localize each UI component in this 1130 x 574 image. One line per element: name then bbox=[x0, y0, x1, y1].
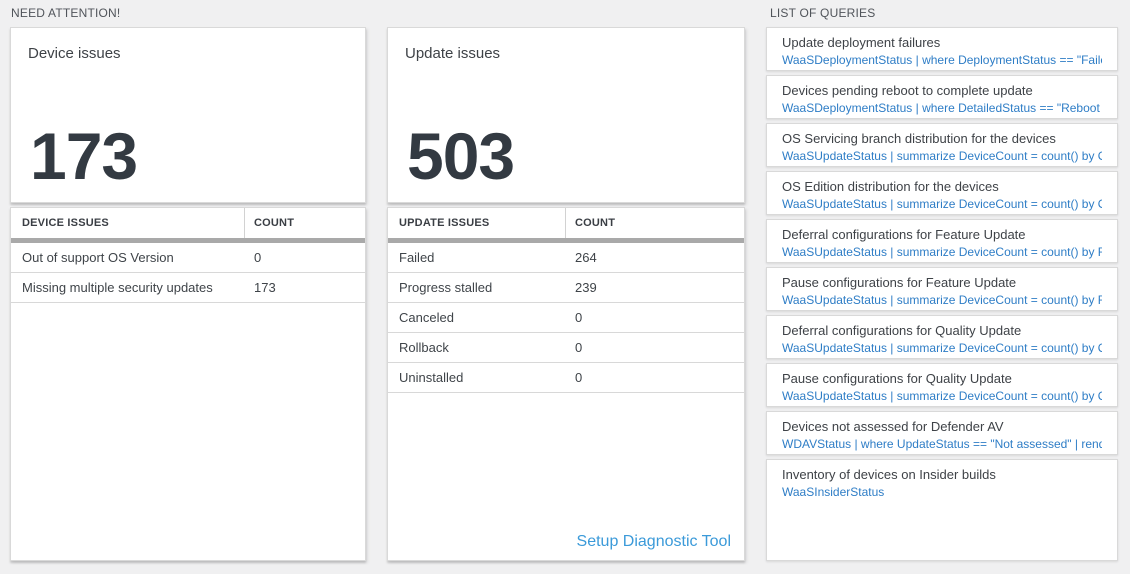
table-row[interactable]: Failed 264 bbox=[388, 243, 744, 273]
row-count: 0 bbox=[254, 250, 262, 265]
device-issues-header-count: COUNT bbox=[254, 217, 295, 229]
query-title: Devices not assessed for Defender AV bbox=[782, 419, 1004, 434]
update-issues-count: 503 bbox=[407, 119, 515, 193]
device-issues-table-header: DEVICE ISSUES COUNT bbox=[11, 208, 365, 238]
query-text: WaaSDeploymentStatus | where DetailedSta… bbox=[782, 101, 1102, 115]
row-count: 239 bbox=[575, 280, 597, 295]
query-text: WaaSUpdateStatus | summarize DeviceCount… bbox=[782, 149, 1102, 163]
update-issues-tile[interactable]: Update issues 503 bbox=[387, 27, 745, 203]
query-title: Pause configurations for Feature Update bbox=[782, 275, 1017, 290]
update-issues-header-label: UPDATE ISSUES bbox=[388, 208, 566, 238]
table-row[interactable]: Out of support OS Version 0 bbox=[11, 243, 365, 273]
table-row[interactable]: Canceled 0 bbox=[388, 303, 744, 333]
query-title: Inventory of devices on Insider builds bbox=[782, 467, 996, 482]
device-issues-tile[interactable]: Device issues 173 bbox=[10, 27, 366, 203]
row-count: 264 bbox=[575, 250, 597, 265]
device-issues-table: DEVICE ISSUES COUNT Out of support OS Ve… bbox=[10, 207, 366, 561]
device-issues-count: 173 bbox=[30, 119, 138, 193]
query-item-deferral-quality-update[interactable]: Deferral configurations for Quality Upda… bbox=[766, 315, 1118, 359]
query-item-insider-builds-inventory[interactable]: Inventory of devices on Insider builds W… bbox=[766, 459, 1118, 561]
query-title: Devices pending reboot to complete updat… bbox=[782, 83, 1033, 98]
row-count: 173 bbox=[254, 280, 276, 295]
row-label: Uninstalled bbox=[399, 370, 464, 385]
list-of-queries-panel: Update deployment failures WaaSDeploymen… bbox=[766, 27, 1118, 561]
update-issues-table: UPDATE ISSUES COUNT Failed 264 Progress … bbox=[387, 207, 745, 561]
device-issues-title: Device issues bbox=[28, 45, 121, 62]
row-label: Progress stalled bbox=[399, 280, 493, 295]
row-label: Missing multiple security updates bbox=[22, 280, 213, 295]
query-title: OS Servicing branch distribution for the… bbox=[782, 131, 1056, 146]
row-label: Rollback bbox=[399, 340, 449, 355]
update-issues-header-count: COUNT bbox=[575, 217, 616, 229]
query-item-devices-pending-reboot[interactable]: Devices pending reboot to complete updat… bbox=[766, 75, 1118, 119]
query-text: WaaSDeploymentStatus | where DeploymentS… bbox=[782, 53, 1102, 67]
table-row[interactable]: Progress stalled 239 bbox=[388, 273, 744, 303]
row-label: Canceled bbox=[399, 310, 454, 325]
query-item-os-edition-distribution[interactable]: OS Edition distribution for the devices … bbox=[766, 171, 1118, 215]
query-title: Update deployment failures bbox=[782, 35, 941, 50]
query-text: WaaSUpdateStatus | summarize DeviceCount… bbox=[782, 293, 1102, 307]
table-scrollbar bbox=[388, 238, 744, 243]
need-attention-section-label: NEED ATTENTION! bbox=[11, 6, 121, 20]
query-title: Deferral configurations for Feature Upda… bbox=[782, 227, 1026, 242]
query-item-deferral-feature-update[interactable]: Deferral configurations for Feature Upda… bbox=[766, 219, 1118, 263]
update-issues-table-header: UPDATE ISSUES COUNT bbox=[388, 208, 744, 238]
table-row[interactable]: Missing multiple security updates 173 bbox=[11, 273, 365, 303]
row-count: 0 bbox=[575, 340, 583, 355]
query-text: WaaSUpdateStatus | summarize DeviceCount… bbox=[782, 245, 1102, 259]
query-text: WaaSInsiderStatus bbox=[782, 485, 885, 499]
query-text: WaaSUpdateStatus | summarize DeviceCount… bbox=[782, 197, 1102, 211]
query-item-os-servicing-branch[interactable]: OS Servicing branch distribution for the… bbox=[766, 123, 1118, 167]
query-title: Pause configurations for Quality Update bbox=[782, 371, 1012, 386]
query-title: OS Edition distribution for the devices bbox=[782, 179, 999, 194]
query-text: WaaSUpdateStatus | summarize DeviceCount… bbox=[782, 341, 1102, 355]
table-row[interactable]: Uninstalled 0 bbox=[388, 363, 744, 393]
query-item-update-deployment-failures[interactable]: Update deployment failures WaaSDeploymen… bbox=[766, 27, 1118, 71]
query-item-pause-quality-update[interactable]: Pause configurations for Quality Update … bbox=[766, 363, 1118, 407]
row-count: 0 bbox=[575, 310, 583, 325]
row-label: Out of support OS Version bbox=[22, 250, 174, 265]
query-item-defender-av-not-assessed[interactable]: Devices not assessed for Defender AV WDA… bbox=[766, 411, 1118, 455]
query-text: WDAVStatus | where UpdateStatus == "Not … bbox=[782, 437, 1102, 451]
query-item-pause-feature-update[interactable]: Pause configurations for Feature Update … bbox=[766, 267, 1118, 311]
device-issues-header-label: DEVICE ISSUES bbox=[11, 208, 245, 238]
query-text: WaaSUpdateStatus | summarize DeviceCount… bbox=[782, 389, 1102, 403]
table-row[interactable]: Rollback 0 bbox=[388, 333, 744, 363]
setup-diagnostic-tool-link[interactable]: Setup Diagnostic Tool bbox=[576, 533, 731, 550]
row-label: Failed bbox=[399, 250, 435, 265]
list-of-queries-section-label: LIST OF QUERIES bbox=[770, 6, 876, 20]
update-issues-title: Update issues bbox=[405, 45, 501, 62]
table-scrollbar bbox=[11, 238, 365, 243]
query-title: Deferral configurations for Quality Upda… bbox=[782, 323, 1022, 338]
row-count: 0 bbox=[575, 370, 583, 385]
